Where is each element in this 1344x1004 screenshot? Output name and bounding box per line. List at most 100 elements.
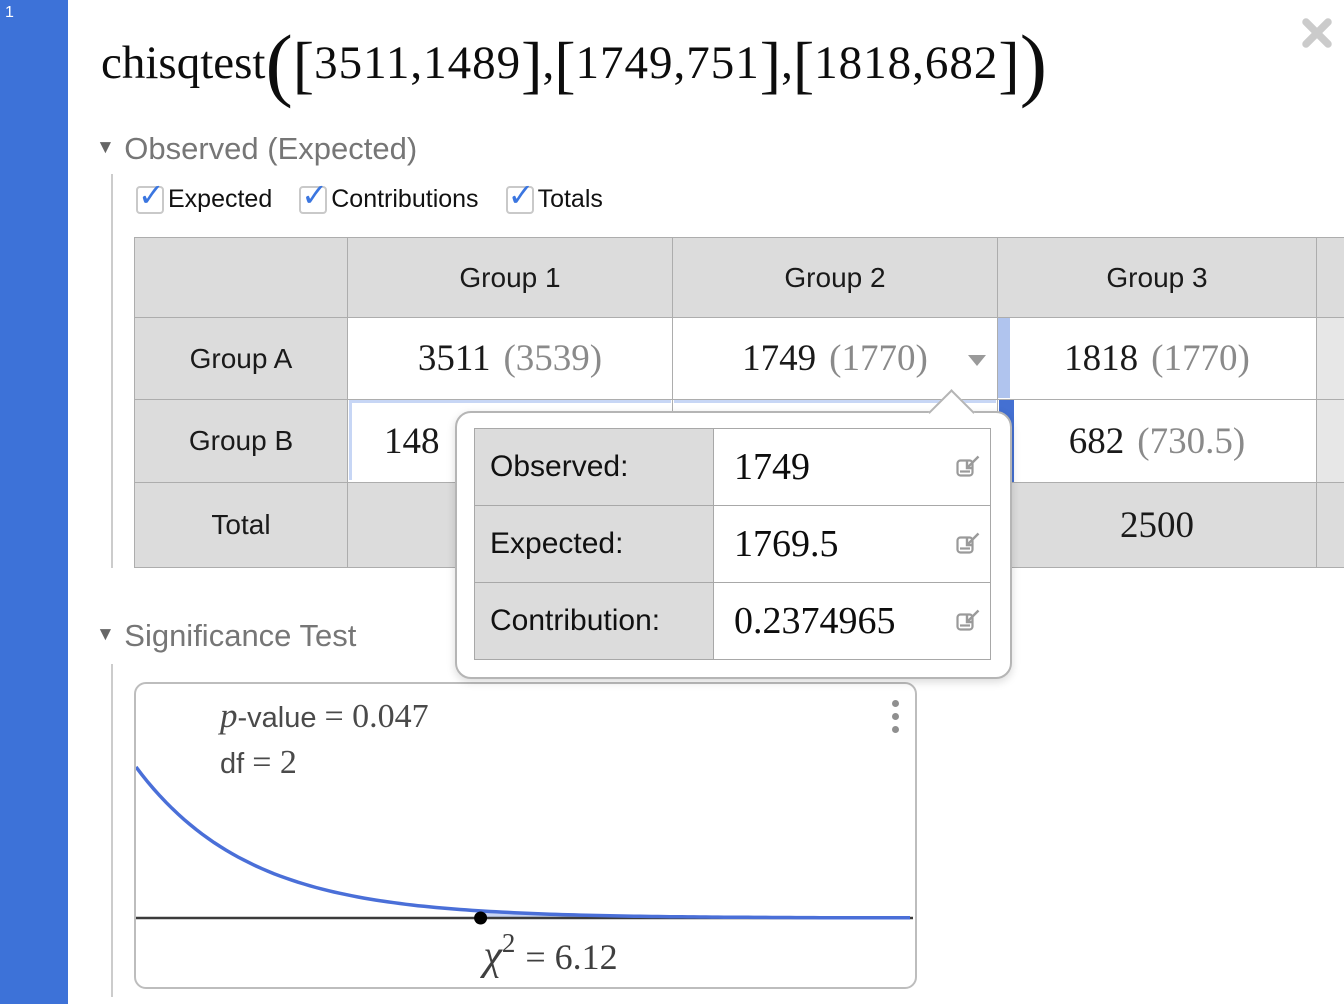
tooltip-value: 1749: [734, 446, 810, 488]
checkbox-box: ✓: [505, 176, 534, 214]
observed-value: 682: [1068, 420, 1125, 462]
observed-value: 1818: [1064, 338, 1139, 379]
kebab-dot: [892, 726, 899, 733]
cell-total-g3: 2500: [998, 483, 1317, 568]
chi-squared-distribution-plot: [136, 765, 913, 925]
col-header-group2: Group 2: [673, 238, 998, 318]
cell-total-total-clipped: [1317, 483, 1344, 568]
tooltip-value-contribution: 0.2374965: [714, 583, 991, 660]
p-value-number: = 0.047: [324, 698, 429, 735]
cell-dropdown-caret-icon[interactable]: [968, 354, 986, 366]
df-readout: df = 2: [220, 744, 297, 782]
cell-a2[interactable]: 1749 (1770): [673, 318, 998, 400]
close-bracket: ]: [521, 29, 543, 100]
tooltip-label-expected: Expected:: [475, 506, 714, 583]
column-highlight-light-bar: [998, 318, 1010, 398]
close-paren: ): [1019, 18, 1047, 109]
indent-guide: [111, 664, 113, 997]
df-number: = 2: [252, 744, 297, 781]
kebab-dot: [892, 713, 899, 720]
col-header-total-clipped: [1317, 238, 1344, 318]
section-observed-expected[interactable]: ▼ Observed (Expected): [96, 131, 417, 167]
p-symbol: p: [220, 696, 238, 735]
checkbox-label: Expected: [168, 185, 273, 213]
p-value-readout: p-value = 0.047: [220, 696, 429, 736]
section-significance-test[interactable]: ▼ Significance Test: [96, 618, 356, 654]
observed-value-partially-hidden: 148: [384, 420, 440, 462]
tooltip-value-observed: 1749: [714, 429, 991, 506]
open-bracket: [: [554, 29, 576, 100]
hover-highlight-row-top: [349, 400, 671, 403]
expression-formula: chisqtest([3511,1489],[1749,751],[1818,6…: [101, 16, 1047, 110]
expected-value: (3539): [503, 338, 603, 379]
comma: ,: [542, 37, 555, 89]
checkmark-icon: ✓: [138, 175, 165, 214]
cell-detail-tooltip: Observed: 1749 Expected: 1769.5: [455, 389, 1012, 679]
checkbox-totals[interactable]: ✓ Totals: [505, 176, 603, 214]
cell-a1[interactable]: 3511 (3539): [348, 318, 673, 400]
chi-squared-statistic-label: χ2 = 6.12: [136, 928, 915, 980]
tooltip-value: 0.2374965: [734, 600, 896, 642]
checkmark-icon: ✓: [301, 175, 329, 214]
arg-list-1: 3511,1489: [314, 37, 522, 89]
corner-cell: [135, 238, 348, 318]
chi-symbol: χ: [483, 933, 502, 979]
tooltip-value: 1769.5: [734, 523, 839, 565]
checkbox-contributions[interactable]: ✓ Contributions: [299, 176, 479, 214]
chi-value: = 6.12: [525, 937, 618, 977]
checkbox-expected[interactable]: ✓ Expected: [136, 176, 273, 214]
tooltip-label-observed: Observed:: [475, 429, 714, 506]
expression-index: 1: [5, 4, 14, 21]
chart-options-kebab-icon[interactable]: [892, 700, 899, 739]
section-title: Significance Test: [124, 618, 357, 653]
checkbox-row: ✓ Expected ✓ Contributions ✓ Totals: [136, 176, 630, 214]
close-bracket: ]: [998, 29, 1020, 100]
cell-a-total-clipped: [1317, 318, 1344, 400]
arg-list-2: 1749,751: [575, 37, 760, 89]
open-bracket: [: [792, 29, 815, 100]
expected-value: (730.5): [1137, 420, 1246, 462]
hover-highlight-row-left: [349, 400, 352, 480]
df-text: df: [220, 748, 245, 780]
tooltip-value-expected: 1769.5: [714, 506, 991, 583]
p-value-text: -value: [237, 702, 317, 734]
arg-list-3: 1818,682: [814, 37, 999, 89]
comma: ,: [781, 37, 793, 89]
row-header-total: Total: [135, 483, 348, 568]
close-bracket: ]: [759, 29, 782, 100]
row-header-group-b: Group B: [135, 400, 348, 483]
cell-b3[interactable]: 682 (730.5): [998, 400, 1317, 483]
copy-to-expression-icon[interactable]: [955, 608, 981, 634]
observed-value: 1749: [742, 338, 817, 379]
tooltip-table: Observed: 1749 Expected: 1769.5: [474, 428, 991, 660]
close-icon[interactable]: [1297, 13, 1337, 53]
function-name: chisqtest: [101, 37, 266, 89]
checkmark-icon: ✓: [507, 175, 535, 214]
col-header-group1: Group 1: [348, 238, 673, 318]
open-paren: (: [265, 18, 293, 109]
checkbox-box: ✓: [299, 176, 328, 214]
significance-chart: p-value = 0.047 df = 2 χ2 = 6.12: [134, 682, 917, 989]
collapse-triangle-icon: ▼: [96, 624, 115, 645]
section-title: Observed (Expected): [124, 131, 418, 166]
checkbox-label: Contributions: [331, 185, 479, 213]
hover-highlight-cell-top: [674, 400, 996, 403]
expression-gutter[interactable]: 1: [0, 0, 68, 1004]
copy-to-expression-icon[interactable]: [955, 531, 981, 557]
tooltip-label-contribution: Contribution:: [475, 583, 714, 660]
checkbox-label: Totals: [537, 185, 603, 213]
expected-value: (1770): [1151, 338, 1250, 379]
collapse-triangle-icon: ▼: [96, 137, 115, 158]
pdf-curve: [136, 765, 910, 920]
copy-to-expression-icon[interactable]: [955, 454, 981, 480]
checkbox-box: ✓: [136, 176, 165, 214]
chi-exponent: 2: [501, 928, 516, 958]
cell-b-total-clipped: [1317, 400, 1344, 483]
observed-value: 3511: [417, 338, 491, 379]
cell-a3[interactable]: 1818 (1770): [998, 318, 1317, 400]
kebab-dot: [892, 700, 899, 707]
indent-guide: [111, 174, 113, 568]
expected-value: (1770): [829, 338, 928, 379]
row-header-group-a: Group A: [135, 318, 348, 400]
